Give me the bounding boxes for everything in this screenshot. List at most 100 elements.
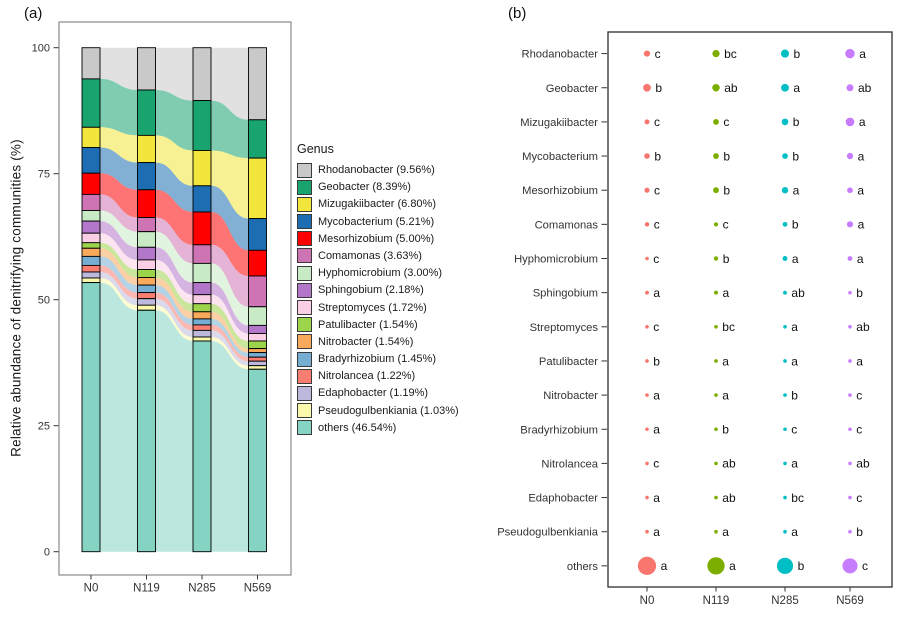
sig-letter-Patulibacter-N569: a [856,354,863,368]
bar-segment-others-N569 [248,368,267,553]
dot-Sphingobium-N285 [783,290,787,295]
sig-letter-Mesorhizobium-N569: a [857,184,864,198]
x-axis-tick-label: N569 [836,595,864,607]
legend-label: Sphingobium (2.18%) [318,284,424,297]
flow-ribbon-Rhodanobacter [155,47,193,101]
sig-letter-Bradyrhizobium-N569: c [856,423,862,437]
legend-label: Pseudogulbenkiania (1.03%) [318,404,459,417]
sig-letter-Rhodanobacter-N285: b [794,47,801,61]
bar-segment-Geobacter-N569 [248,119,267,159]
bar-segment-Hyphomicrobium-N285 [192,262,212,284]
legend-swatch [297,403,312,419]
legend-swatch [297,334,312,350]
dot-Mesorhizobium-N119 [713,187,719,194]
sig-letter-Nitrobacter-N119: a [722,388,729,402]
dot-Nitrolancea-N285 [783,461,787,466]
x-axis-tick-label: N285 [771,595,799,607]
dot-Nitrobacter-N569 [848,393,852,397]
legend-label: Geobacter (8.39%) [318,181,411,194]
bar-segment-Comamonas-N285 [192,244,212,264]
bar-segment-Rhodanobacter-N285 [192,47,212,102]
flow-ribbon-Nitrobacter [155,277,193,319]
genus-row-label: Mycobacterium [522,151,598,163]
dot-Rhodanobacter-N285 [780,49,790,58]
sig-letter-Streptomyces-N119: bc [722,320,735,334]
flow-ribbon-Nitrobacter [211,311,249,353]
flow-ribbon-others [211,341,249,552]
legend-item-Mizugakiibacter: Mizugakiibacter (6.80%) [297,196,459,212]
bar-segment-Sphingobium-N569 [248,324,267,334]
dot-Streptomyces-N0 [645,325,649,329]
dot-Hyphomicrobium-N285 [782,256,788,261]
bar-segment-Nitrolancea-N569 [248,356,267,362]
sig-letter-Rhodanobacter-N0: c [655,47,661,61]
dot-Patulibacter-N285 [783,359,787,363]
legend-item-others: others (46.54%) [297,420,459,436]
bar-segment-Nitrobacter-N119 [137,277,156,286]
bar-segment-Edaphobacter-N119 [137,298,156,306]
legend-label: Mizugakiibacter (6.80%) [318,198,436,211]
flow-ribbon-Bradyrhizobium [100,256,138,293]
legend-swatch [297,265,312,281]
bar-segment-Edaphobacter-N285 [192,329,212,338]
sig-letter-others-N119: a [729,559,736,573]
flow-ribbon-Hyphomicrobium [211,263,249,326]
legend-swatch [297,351,312,367]
legend-item-Streptomyces: Streptomyces (1.72%) [297,300,459,315]
dot-Mesorhizobium-N285 [781,187,789,194]
legend-item-Patulibacter: Patulibacter (1.54%) [297,317,459,333]
sig-letter-Edaphobacter-N569: c [856,491,862,505]
genus-row-label: Rhodanobacter [521,49,598,61]
bar-segment-Mizugakiibacter-N285 [192,150,212,187]
dot-others-N0 [637,556,657,575]
legend-items: Rhodanobacter (9.56%) Geobacter (8.39%) Mi… [297,162,459,436]
dot-Mycobacterium-N569 [846,152,854,160]
flow-ribbon-Pseudogulbenkiania [100,278,138,311]
flow-ribbon-Geobacter [100,78,138,136]
legend-title: Genus [297,142,334,156]
flow-ribbon-Sphingobium [155,247,193,295]
sig-letter-Pseudogulbenkiania-N569: b [856,525,863,539]
flow-ribbon-Sphingobium [211,282,249,334]
flow-ribbon-Nitrolancea [155,292,193,331]
sig-letter-Geobacter-N569: ab [858,81,872,95]
bar-segment-Comamonas-N119 [137,217,156,233]
bar-segment-Nitrobacter-N285 [192,311,212,320]
flow-ribbon-Bradyrhizobium [155,285,193,325]
legend-swatch [297,420,312,436]
bar-segment-Rhodanobacter-N0 [81,47,101,80]
bar-segment-Patulibacter-N285 [192,303,212,313]
flow-ribbon-Comamonas [100,194,138,232]
flow-ribbon-Sphingobium [100,221,138,260]
panel-b-border [607,31,893,588]
sig-letter-Rhodanobacter-N569: a [859,47,866,61]
flow-ribbon-Hyphomicrobium [155,231,193,283]
legend-swatch [297,282,312,298]
dot-Streptomyces-N285 [783,325,787,329]
sig-letter-Comamonas-N0: c [654,218,660,232]
bar-segment-Hyphomicrobium-N0 [81,210,101,222]
sig-letter-Edaphobacter-N119: ab [722,491,736,505]
flow-ribbon-Bradyrhizobium [211,318,249,358]
sig-letter-Nitrolancea-N0: c [653,457,659,471]
dot-Pseudogulbenkiania-N119 [714,529,718,534]
flow-ribbon-Mizugakiibacter [100,127,138,163]
dot-Comamonas-N0 [644,222,650,227]
dot-others-N285 [776,557,794,574]
sig-letter-Bradyrhizobium-N285: c [791,423,797,437]
bar-segment-Mycobacterium-N119 [137,162,156,191]
dot-Bradyrhizobium-N119 [714,427,718,432]
dot-Edaphobacter-N285 [783,495,787,500]
legend-item-Rhodanobacter: Rhodanobacter (9.56%) [297,162,459,178]
flow-ribbon-Mesorhizobium [155,189,193,245]
sig-letter-Streptomyces-N0: c [653,320,659,334]
sig-letter-Edaphobacter-N0: a [653,491,660,505]
dot-Rhodanobacter-N119 [712,49,720,58]
x-axis-tick-label: N569 [244,583,272,595]
genus-row-label: Hyphomicrobium [514,254,598,266]
sig-letter-Patulibacter-N119: a [722,354,729,368]
flow-ribbon-Geobacter [211,100,249,159]
bar-segment-Streptomyces-N119 [137,259,156,270]
legend-swatch [297,300,312,315]
dot-Pseudogulbenkiania-N569 [848,529,852,534]
